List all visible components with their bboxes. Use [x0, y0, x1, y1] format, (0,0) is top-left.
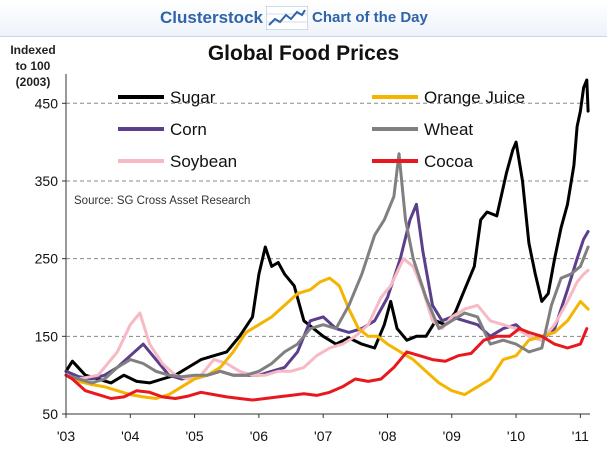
legend-label-soybean: Soybean [170, 152, 237, 171]
banner-subtitle: Chart of the Day [312, 9, 428, 26]
y-tick-label: 50 [42, 406, 58, 422]
legend-label-corn: Corn [170, 120, 207, 139]
x-tick-label: '04 [121, 428, 139, 444]
header-banner: Clusterstock Chart of the Day [0, 0, 607, 37]
series-line-orange-juice [64, 276, 590, 400]
series-line-corn [64, 202, 590, 381]
y-tick-label: 350 [35, 173, 59, 189]
x-tick-label: '05 [185, 428, 203, 444]
series-line-sugar [64, 78, 590, 385]
y-tick-label: 250 [35, 251, 59, 267]
legend-label-cocoa: Cocoa [424, 152, 474, 171]
x-tick-label: '07 [314, 428, 332, 444]
series-line-wheat [64, 152, 590, 385]
legend: Sugar Corn Soybean Orange Juice Wheat Cocoa [118, 88, 525, 171]
y-axis-label-line: (2003) [15, 75, 51, 89]
gridlines [66, 102, 590, 337]
x-tick-label: '10 [507, 428, 525, 444]
series-line-soybean [64, 257, 590, 381]
y-tick-label: 450 [35, 95, 59, 111]
legend-label-wheat: Wheat [424, 120, 473, 139]
y-axis-label-line: Indexed [10, 43, 56, 57]
line-chart-icon [266, 6, 308, 30]
chart-title: Global Food Prices [207, 42, 400, 65]
legend-label-orange-juice: Orange Juice [424, 88, 525, 107]
y-axis-label: Indexed to 100 (2003) [2, 42, 64, 90]
x-tick-label: '03 [57, 428, 75, 444]
y-axis-label-line: to 100 [15, 59, 51, 73]
y-tick-label: 150 [35, 328, 59, 344]
source-note: Source: SG Cross Asset Research [74, 195, 250, 207]
x-tick-label: '11 [572, 428, 589, 444]
x-tick-label: '09 [443, 428, 461, 444]
series-line-cocoa [64, 327, 589, 402]
series-lines [64, 78, 590, 402]
axes: 50 150 250 350 450 '03 '04 '05 '06 '07 '08 '09 '10 '1… [35, 74, 590, 444]
legend-label-sugar: Sugar [170, 88, 216, 107]
x-tick-label: '06 [250, 428, 268, 444]
x-tick-label: '08 [378, 428, 396, 444]
brand-name: Clusterstock [160, 8, 263, 27]
